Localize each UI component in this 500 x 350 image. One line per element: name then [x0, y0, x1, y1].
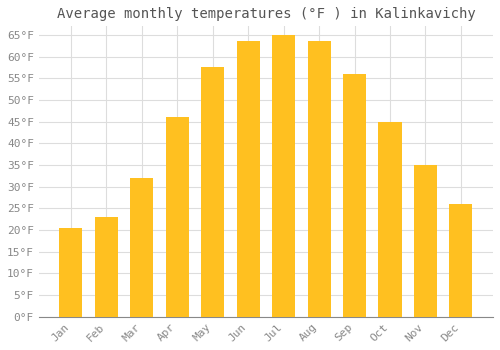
Bar	[236, 41, 260, 317]
Bar	[308, 41, 330, 317]
Bar	[272, 35, 295, 317]
Bar	[201, 68, 224, 317]
Bar	[414, 165, 437, 317]
Bar	[450, 204, 472, 317]
Bar	[343, 74, 366, 317]
Bar	[378, 122, 402, 317]
Bar	[130, 178, 154, 317]
Bar	[166, 117, 189, 317]
Bar	[60, 228, 82, 317]
Title: Average monthly temperatures (°F ) in Kalinkavichy: Average monthly temperatures (°F ) in Ka…	[56, 7, 476, 21]
Bar	[95, 217, 118, 317]
